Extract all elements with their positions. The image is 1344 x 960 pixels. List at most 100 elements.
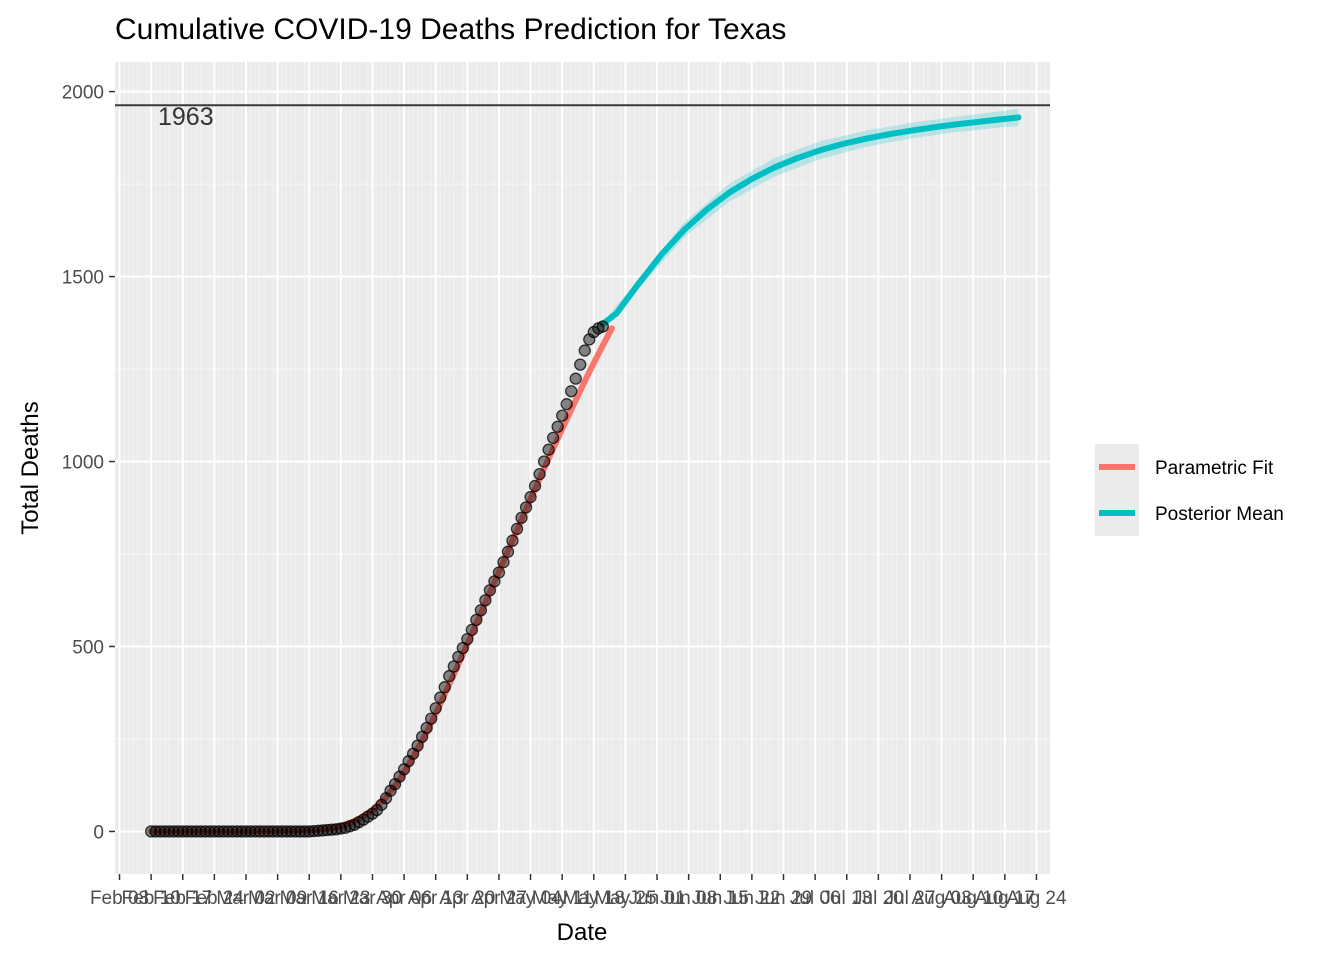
observed-point (528, 479, 542, 493)
observed-point (257, 825, 271, 838)
observed-point (190, 825, 203, 838)
x-tick-label: May 25 (594, 888, 656, 909)
x-tick-label: Jun 29 (755, 888, 812, 909)
observed-point (226, 825, 239, 838)
observed-point (316, 824, 329, 837)
x-tick-label: May 18 (563, 888, 625, 909)
observed-point (167, 825, 180, 838)
x-tick-label: Aug 03 (911, 888, 971, 909)
observed-point (312, 824, 325, 837)
observed-point (275, 825, 289, 838)
observed-point (176, 825, 189, 838)
observed-point (438, 681, 451, 694)
x-tick-label: Feb 10 (122, 888, 181, 909)
x-tick-label: Mar 23 (311, 888, 370, 909)
observed-point (289, 825, 302, 838)
y-tick-label: 500 (72, 637, 104, 658)
y-tick-label: 1000 (62, 453, 104, 474)
x-tick-label: Apr 27 (471, 888, 527, 909)
observed-point (217, 825, 230, 838)
observed-point (172, 825, 185, 838)
y-axis: 0 500 1000 1500 2000 (62, 83, 115, 843)
y-axis-label: Total Deaths (17, 401, 44, 534)
observed-point (244, 825, 257, 838)
y-tick-label: 0 (93, 822, 104, 843)
x-tick-label: Jun 15 (692, 888, 749, 909)
observed-point (384, 784, 397, 797)
x-tick-label: Mar 02 (216, 888, 275, 909)
observed-point (510, 522, 524, 536)
observed-point (474, 604, 488, 617)
observed-point (574, 358, 587, 371)
observed-point (158, 825, 171, 838)
grid-major (115, 62, 1050, 874)
observed-point (163, 825, 176, 838)
observed-point (551, 420, 564, 433)
observed-point (185, 825, 198, 838)
observed-point (154, 825, 167, 838)
observed-point (334, 822, 347, 835)
observed-point (239, 825, 253, 838)
observed-point (298, 825, 311, 838)
x-tick-label: Mar 16 (280, 888, 339, 909)
observed-point (542, 443, 555, 456)
x-tick-label: Jun 08 (660, 888, 717, 909)
observed-point (235, 825, 248, 838)
observed-point (479, 594, 492, 607)
chart-title: Cumulative COVID-19 Deaths Prediction fo… (115, 13, 786, 46)
observed-point (497, 555, 510, 569)
observed-point (321, 823, 334, 837)
x-tick-label: Jul 20 (853, 888, 904, 909)
x-tick-label: Apr 20 (439, 888, 495, 909)
x-axis-label: Date (557, 919, 608, 946)
observed-point (294, 825, 307, 838)
x-tick-label: Apr 06 (376, 888, 432, 909)
x-tick-label: Jul 06 (790, 888, 841, 909)
observed-point (501, 545, 515, 558)
x-tick-label: Aug 17 (975, 888, 1035, 909)
observed-point (149, 825, 162, 838)
x-tick-label: May 11 (532, 888, 593, 909)
observed-point (262, 825, 275, 838)
observed-point (519, 501, 533, 514)
observed-point (465, 623, 478, 636)
x-tick-label: Jul 13 (821, 888, 872, 909)
observed-point (280, 825, 293, 838)
observed-point (425, 712, 438, 725)
observed-point (560, 398, 573, 411)
x-tick-label: Feb 24 (185, 888, 245, 909)
observed-point (569, 372, 582, 385)
observed-point (208, 825, 221, 838)
x-tick-label: Aug 24 (1006, 888, 1067, 909)
observed-point (524, 490, 537, 504)
y-tick-label: 1500 (62, 268, 104, 289)
observed-point (537, 455, 551, 468)
observed-point (230, 825, 244, 838)
observed-point (248, 825, 262, 838)
observed-point (375, 798, 388, 811)
legend-label-parametric: Parametric Fit (1155, 458, 1274, 479)
x-tick-label: Feb 03 (90, 888, 149, 909)
observed-point (578, 344, 591, 357)
observed-point (221, 825, 235, 838)
observed-point (492, 566, 506, 579)
x-tick-label: Jun 01 (629, 888, 686, 909)
x-tick-label: Mar 09 (248, 888, 307, 909)
observed-point (515, 511, 528, 524)
observed-point (144, 825, 158, 838)
x-tick-label: Jun 22 (723, 888, 780, 909)
x-tick-label: Mar 30 (343, 888, 402, 909)
observed-point (285, 825, 298, 838)
observed-point (203, 825, 217, 838)
observed-point (212, 825, 226, 838)
observed-point (434, 691, 447, 704)
observed-point (266, 825, 280, 838)
observed-point (181, 825, 194, 838)
legend-label-posterior: Posterior Mean (1155, 504, 1284, 525)
observed-point (253, 825, 266, 838)
observed-point (429, 702, 442, 715)
reference-label: 1963 (158, 103, 214, 131)
posterior-mean-line (599, 114, 1022, 327)
